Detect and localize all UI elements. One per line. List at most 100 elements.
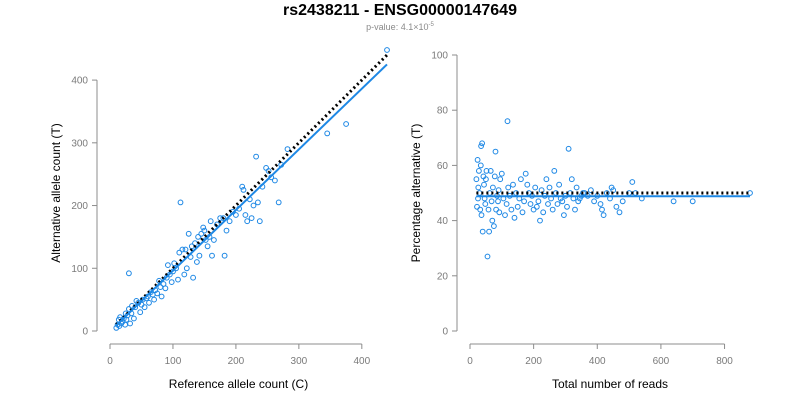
allele-count-scatter-plot: 0 100 200 300 400 Reference allele count (C) 0… xyxy=(49,47,390,391)
right-data-point xyxy=(521,198,527,205)
left-data-point xyxy=(272,177,278,184)
left-data-point xyxy=(132,304,139,311)
left-data-point xyxy=(239,183,246,190)
right-data-point xyxy=(545,201,551,207)
right-data-point xyxy=(475,184,482,191)
right-data-point xyxy=(483,176,489,183)
right-data-point xyxy=(497,176,504,183)
left-data-point xyxy=(255,199,261,206)
right-data-point xyxy=(495,187,502,194)
left-expected-line xyxy=(115,53,389,326)
left-data-point xyxy=(181,271,188,278)
left-data-point xyxy=(194,259,200,265)
left-x-axis-title: Reference allele count (C) xyxy=(169,377,308,391)
right-data-point xyxy=(484,253,491,260)
right-data-point xyxy=(489,217,496,224)
right-data-point xyxy=(493,206,499,213)
left-x-tick-label: 200 xyxy=(228,356,245,367)
right-data-point xyxy=(481,181,487,188)
right-data-point xyxy=(619,198,626,205)
right-data-point xyxy=(527,201,534,207)
right-data-point xyxy=(485,206,492,213)
left-data-point xyxy=(211,237,217,243)
right-data-point xyxy=(522,170,529,177)
left-data-point xyxy=(220,215,227,222)
left-data-point xyxy=(204,243,211,250)
right-data-point xyxy=(502,212,508,219)
right-data-point xyxy=(487,168,494,174)
right-data-point xyxy=(498,170,505,177)
left-data-point xyxy=(209,252,215,259)
left-data-point xyxy=(240,187,247,193)
right-data-point xyxy=(564,203,570,210)
left-data-point xyxy=(125,270,132,277)
left-data-point xyxy=(176,249,183,256)
right-data-point xyxy=(565,145,572,152)
right-y-tick-label: 100 xyxy=(431,51,448,62)
right-data-point xyxy=(532,184,539,191)
right-data-point xyxy=(488,198,495,205)
chart-title: rs2438211 - ENSG00000147649 xyxy=(283,2,517,19)
right-data-point xyxy=(503,201,510,207)
right-data-point xyxy=(599,206,605,213)
right-data-point xyxy=(491,173,498,180)
right-data-point xyxy=(537,217,543,224)
chart-subtitle: p-value: 4.1×10-5 xyxy=(0,22,800,32)
left-data-point xyxy=(253,153,260,160)
right-data-point xyxy=(546,184,553,191)
left-fitted-line xyxy=(115,63,388,327)
right-data-point xyxy=(504,118,511,125)
left-data-point xyxy=(141,304,148,311)
right-data-point xyxy=(496,209,503,216)
right-data-point xyxy=(478,143,484,150)
right-data-point xyxy=(477,206,484,213)
left-data-point xyxy=(158,293,165,300)
right-data-point xyxy=(479,228,486,235)
right-data-point xyxy=(495,198,501,205)
right-data-point xyxy=(543,176,550,183)
right-data-point xyxy=(518,176,524,183)
left-data-point xyxy=(384,47,390,53)
right-data-point xyxy=(478,212,485,219)
right-data-point xyxy=(561,212,567,219)
right-y-tick-label: 60 xyxy=(437,161,449,172)
right-data-point xyxy=(530,206,537,213)
right-data-point xyxy=(540,209,547,216)
right-data-point xyxy=(474,203,480,210)
left-data-point xyxy=(131,315,137,322)
right-data-point xyxy=(476,168,482,174)
left-data-point xyxy=(200,224,207,231)
right-data-point xyxy=(479,140,485,147)
right-y-tick-label: 80 xyxy=(437,106,449,117)
left-data-point xyxy=(248,215,255,222)
left-data-point xyxy=(196,252,203,259)
left-data-point xyxy=(185,230,192,237)
left-y-tick-label: 200 xyxy=(71,201,88,212)
right-data-point xyxy=(492,148,499,155)
right-x-tick-label: 600 xyxy=(653,356,670,367)
right-data-point xyxy=(511,214,518,221)
left-x-tick-label: 0 xyxy=(107,356,113,367)
left-data-point xyxy=(226,218,233,225)
left-data-point xyxy=(242,212,249,218)
left-data-point xyxy=(182,246,189,253)
left-y-tick-label: 0 xyxy=(82,327,88,338)
right-data-point xyxy=(588,187,594,194)
right-data-point xyxy=(551,168,558,174)
left-data-point xyxy=(154,290,161,297)
right-data-point xyxy=(670,198,677,205)
left-data-point xyxy=(250,202,257,209)
right-y-tick-label: 40 xyxy=(437,216,449,227)
right-y-tick-label: 0 xyxy=(442,327,448,338)
right-data-point xyxy=(535,198,542,205)
left-data-point xyxy=(146,299,152,306)
left-data-point xyxy=(137,309,144,316)
right-data-point xyxy=(689,198,696,205)
right-x-tick-label: 0 xyxy=(467,356,473,367)
left-data-point xyxy=(201,227,208,234)
left-data-point xyxy=(195,234,202,240)
left-x-tick-label: 300 xyxy=(291,356,308,367)
left-data-point xyxy=(244,218,251,225)
right-data-point xyxy=(573,184,580,191)
right-y-axis-title: Percentage alternative (T) xyxy=(409,124,423,263)
